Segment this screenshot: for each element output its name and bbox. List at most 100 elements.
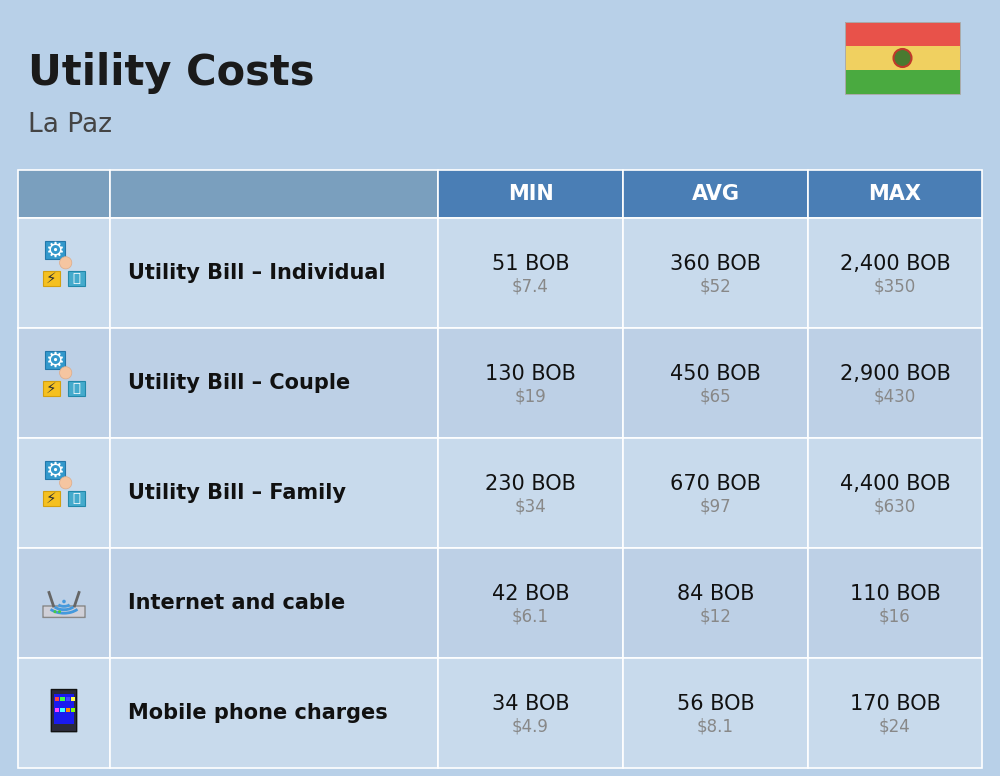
Bar [55,697,59,701]
Bar [66,697,70,701]
Text: ⚙: ⚙ [46,460,65,480]
Bar [18,328,110,438]
Text: 💧: 💧 [73,272,81,286]
Bar [845,70,960,94]
Bar [438,658,623,768]
Bar [55,708,59,712]
Text: ⚡: ⚡ [46,272,57,286]
Bar [808,328,982,438]
Text: 130 BOB: 130 BOB [485,364,576,384]
Text: ⚡: ⚡ [46,491,57,506]
Text: 💧: 💧 [73,492,81,505]
Bar [18,658,110,768]
Text: ⚡: ⚡ [46,381,57,397]
Bar [110,218,438,328]
Bar [54,694,74,724]
Text: ⚙: ⚙ [46,241,65,260]
Text: $97: $97 [700,498,731,516]
Text: $19: $19 [515,388,546,406]
Bar [438,218,623,328]
Bar [110,170,438,218]
Text: $52: $52 [700,278,731,296]
Bar [60,697,65,701]
Text: La Paz: La Paz [28,112,112,138]
Text: 110 BOB: 110 BOB [850,584,940,604]
Bar [438,548,623,658]
Bar [623,658,808,768]
FancyBboxPatch shape [51,690,77,732]
Circle shape [60,257,72,269]
Bar [110,438,438,548]
Bar [808,438,982,548]
Text: $6.1: $6.1 [512,608,549,626]
Bar [71,708,75,712]
Bar [43,272,60,286]
Text: ⚙: ⚙ [46,350,65,370]
Bar [43,491,60,506]
Bar [110,328,438,438]
Text: $65: $65 [700,388,731,406]
Bar [45,351,65,369]
Text: Utility Costs: Utility Costs [28,52,314,94]
Bar [438,170,623,218]
Bar [845,22,960,94]
Circle shape [54,610,56,613]
Text: $24: $24 [879,718,911,736]
Bar [438,328,623,438]
Text: $12: $12 [700,608,731,626]
Circle shape [894,49,912,67]
Text: Internet and cable: Internet and cable [128,593,345,613]
Bar [68,381,85,396]
Text: 56 BOB: 56 BOB [677,694,754,714]
Text: MIN: MIN [508,184,553,204]
Text: 170 BOB: 170 BOB [850,694,940,714]
Text: Mobile phone charges: Mobile phone charges [128,703,388,723]
Bar [18,170,110,218]
Bar [68,491,85,506]
Text: $4.9: $4.9 [512,718,549,736]
Bar [110,658,438,768]
Text: 450 BOB: 450 BOB [670,364,761,384]
Text: 4,400 BOB: 4,400 BOB [840,474,950,494]
Text: 230 BOB: 230 BOB [485,474,576,494]
Text: MAX: MAX [868,184,922,204]
Text: $630: $630 [874,498,916,516]
Text: $350: $350 [874,278,916,296]
Bar [60,708,65,712]
FancyBboxPatch shape [43,606,85,618]
Text: 34 BOB: 34 BOB [492,694,569,714]
Text: $430: $430 [874,388,916,406]
Circle shape [60,367,72,379]
Bar [623,438,808,548]
Bar [18,438,110,548]
Bar [66,708,70,712]
Text: 670 BOB: 670 BOB [670,474,761,494]
Circle shape [60,476,72,489]
Text: $16: $16 [879,608,911,626]
Text: $7.4: $7.4 [512,278,549,296]
Bar [71,697,75,701]
Bar [623,548,808,658]
Text: 51 BOB: 51 BOB [492,254,569,274]
Bar [623,218,808,328]
Bar [18,218,110,328]
Bar [808,548,982,658]
Bar [623,170,808,218]
Bar [18,548,110,658]
Bar [45,241,65,259]
Bar [110,548,438,658]
Text: 42 BOB: 42 BOB [492,584,569,604]
Text: 💧: 💧 [73,383,81,395]
Bar [43,381,60,396]
Circle shape [58,610,61,613]
Bar [68,272,85,286]
Text: 84 BOB: 84 BOB [677,584,754,604]
Text: 360 BOB: 360 BOB [670,254,761,274]
Text: Utility Bill – Family: Utility Bill – Family [128,483,346,503]
Bar [808,170,982,218]
Bar [845,22,960,46]
Text: $8.1: $8.1 [697,718,734,736]
Bar [623,328,808,438]
Bar [845,46,960,70]
Circle shape [62,600,66,603]
